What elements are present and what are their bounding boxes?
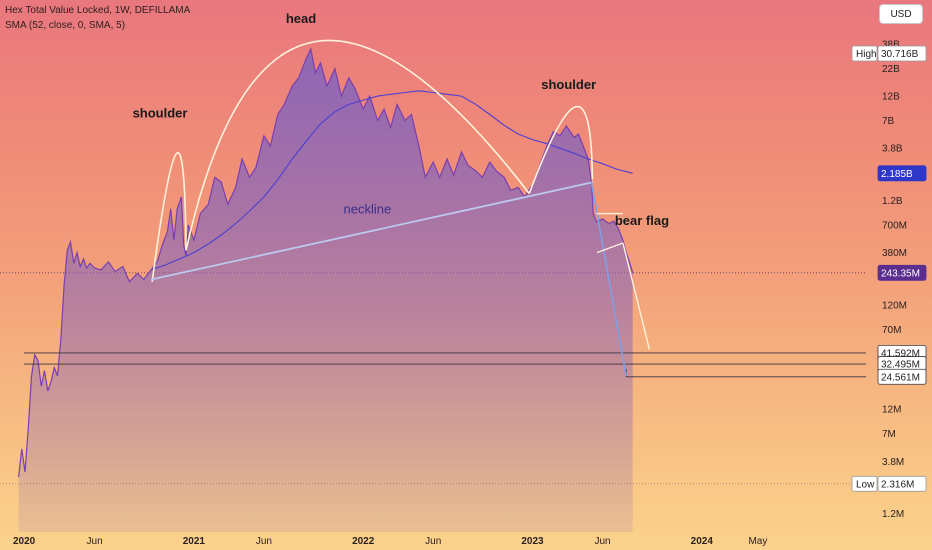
axes-layer: 70B38B22B12B7B3.8B1.2B700M380M120M70M12M… — [13, 12, 927, 547]
legend-sma[interactable]: SMA (52, close, 0, SMA, 5) — [5, 20, 126, 31]
price-label-2: 243.35M — [877, 264, 927, 281]
x-tick-5: Jun — [425, 536, 441, 547]
annotation-3: neckline — [344, 202, 392, 217]
price-label-badge-0 — [877, 45, 927, 62]
x-tick-0: 2020 — [13, 536, 36, 547]
y-tick-1: 38B — [882, 39, 900, 50]
y-tick-5: 3.8B — [882, 144, 903, 155]
y-tick-12: 7M — [882, 429, 896, 440]
y-tick-13: 3.8M — [882, 457, 904, 468]
annotation-4: bear flag — [615, 213, 669, 228]
x-tick-4: 2022 — [352, 536, 375, 547]
annotation-1: head — [286, 11, 316, 26]
y-tick-6: 1.2B — [882, 196, 903, 207]
projection-line — [622, 242, 651, 350]
y-tick-4: 7B — [882, 116, 895, 127]
y-tick-3: 12B — [882, 92, 900, 103]
y-tick-9: 120M — [882, 300, 907, 311]
price-label-6: 2.316M Low — [851, 475, 927, 492]
annotation-layer: shoulder head shoulder neckline bear flag — [133, 11, 670, 228]
y-tick-2: 22B — [882, 64, 900, 75]
shoulder-left-curve — [151, 152, 187, 282]
price-label-badge-1 — [877, 165, 927, 182]
target-line — [590, 181, 627, 377]
y-tick-7: 700M — [882, 220, 907, 231]
price-label-4: 32.495M — [877, 356, 927, 372]
x-tick-7: Jun — [594, 536, 610, 547]
price-label-5: 24.561M — [877, 368, 927, 385]
price-label-badge-5 — [877, 368, 927, 385]
series-layer — [18, 46, 634, 533]
price-label-value-4: 32.495M — [881, 360, 920, 371]
y-tick-14: 1.2M — [882, 509, 904, 520]
price-label-value-0: 30.716B — [881, 49, 919, 60]
currency-button[interactable]: USD — [879, 4, 923, 24]
x-tick-6: 2023 — [521, 536, 544, 547]
series-line — [18, 46, 634, 477]
shoulder-right-curve — [528, 105, 594, 194]
x-tick-8: 2024 — [691, 536, 714, 547]
head-curve — [185, 39, 530, 251]
price-label-flag-0 — [851, 45, 878, 62]
price-label-value-6: 2.316M — [881, 479, 914, 490]
price-label-0: 30.716B High — [851, 45, 927, 62]
price-label-name-0: High — [856, 49, 877, 60]
price-label-badge-2 — [877, 264, 927, 281]
series-area — [18, 48, 633, 533]
price-label-badge-6 — [877, 475, 927, 492]
drawing-layer — [24, 39, 866, 378]
x-tick-1: Jun — [87, 536, 103, 547]
neckline-line — [151, 181, 594, 281]
annotation-2: shoulder — [541, 77, 596, 92]
price-label-1: 2.185B — [877, 165, 927, 182]
price-label-value-3: 41.592M — [881, 348, 920, 359]
annotation-0: shoulder — [133, 105, 188, 120]
y-tick-10: 70M — [882, 325, 901, 336]
price-label-flag-6 — [851, 475, 878, 492]
price-label-name-6: Low — [856, 479, 875, 490]
x-tick-9: May — [748, 536, 767, 547]
x-tick-2: 2021 — [183, 536, 206, 547]
sma-line — [151, 90, 633, 271]
y-tick-8: 380M — [882, 248, 907, 259]
legend-title: Hex Total Value Locked, 1W, DEFILLAMA — [5, 5, 191, 16]
price-label-value-1: 2.185B — [881, 169, 913, 180]
price-label-value-2: 243.35M — [881, 268, 920, 279]
y-tick-11: 12M — [882, 405, 901, 416]
x-tick-3: Jun — [256, 536, 272, 547]
bear-flag-lower — [596, 242, 624, 254]
price-label-value-5: 24.561M — [881, 372, 920, 383]
